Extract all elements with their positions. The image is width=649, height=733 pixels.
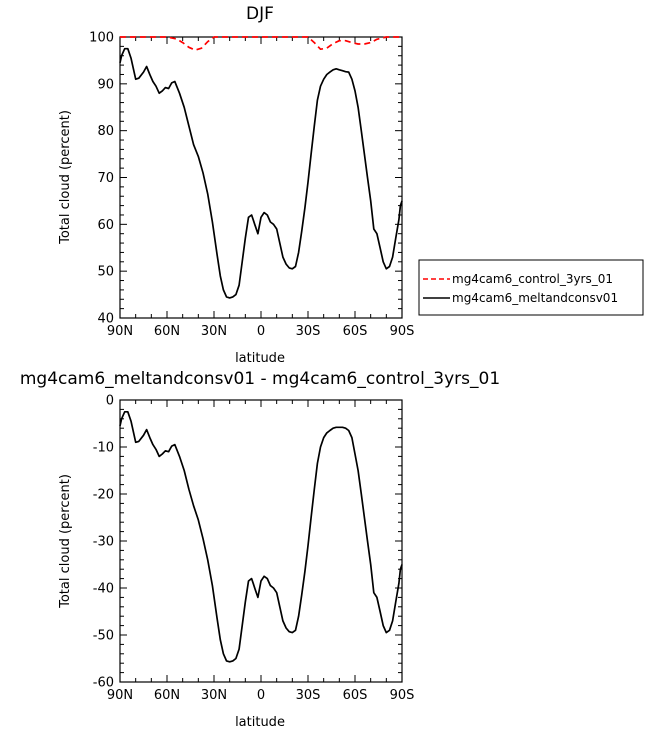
x-tick-label: 90S bbox=[390, 688, 415, 703]
y-tick-label: -50 bbox=[93, 629, 114, 644]
y-tick-label: 60 bbox=[97, 218, 114, 233]
x-tick-label: 60N bbox=[154, 688, 180, 703]
legend-label-control: mg4cam6_control_3yrs_01 bbox=[452, 272, 613, 286]
x-tick-label: 60S bbox=[343, 324, 368, 339]
top-chart-title: DJF bbox=[246, 4, 274, 24]
series-line-0 bbox=[119, 410, 403, 663]
y-tick-label: 50 bbox=[97, 265, 114, 280]
x-tick-label: 30N bbox=[201, 324, 227, 339]
top-panel: DJF latitude Total cloud (percent) mg4ca… bbox=[58, 4, 644, 366]
y-tick-label: 100 bbox=[89, 31, 114, 46]
y-tick-label: -40 bbox=[93, 582, 114, 597]
y-tick-label: 70 bbox=[97, 171, 114, 186]
bottom-chart-title: mg4cam6_meltandconsv01 - mg4cam6_control… bbox=[20, 369, 500, 389]
bottom-y-axis-label: Total cloud (percent) bbox=[58, 474, 73, 609]
x-tick-label: 0 bbox=[257, 688, 265, 703]
y-tick-label: 80 bbox=[97, 124, 114, 139]
top-y-axis-label: Total cloud (percent) bbox=[58, 110, 73, 245]
x-tick-label: 0 bbox=[257, 324, 265, 339]
legend-label-melt: mg4cam6_meltandconsv01 bbox=[452, 291, 618, 305]
series-line-1 bbox=[119, 47, 403, 299]
y-tick-label: -30 bbox=[93, 535, 114, 550]
y-tick-label: 0 bbox=[106, 394, 114, 409]
y-tick-label: 40 bbox=[97, 312, 114, 327]
bottom-x-axis-label: latitude bbox=[235, 715, 285, 730]
y-tick-label: 90 bbox=[97, 77, 114, 92]
x-tick-label: 30S bbox=[296, 324, 321, 339]
x-tick-label: 60N bbox=[154, 324, 180, 339]
y-tick-label: -20 bbox=[93, 488, 114, 503]
plot-frame bbox=[119, 36, 403, 319]
x-tick-label: 90N bbox=[107, 324, 133, 339]
y-tick-label: -10 bbox=[93, 441, 114, 456]
y-tick-label: -60 bbox=[93, 676, 114, 691]
x-tick-label: 90N bbox=[107, 688, 133, 703]
x-tick-label: 60S bbox=[343, 688, 368, 703]
series-line-0 bbox=[120, 36, 402, 51]
x-tick-label: 30S bbox=[296, 688, 321, 703]
x-tick-label: 30N bbox=[201, 688, 227, 703]
plot-frame bbox=[119, 399, 403, 683]
top-legend: mg4cam6_control_3yrs_01 mg4cam6_meltandc… bbox=[418, 259, 644, 316]
x-tick-label: 90S bbox=[390, 324, 415, 339]
legend-box bbox=[418, 259, 644, 316]
bottom-panel: mg4cam6_meltandconsv01 - mg4cam6_control… bbox=[20, 369, 500, 730]
top-x-axis-label: latitude bbox=[235, 351, 285, 366]
